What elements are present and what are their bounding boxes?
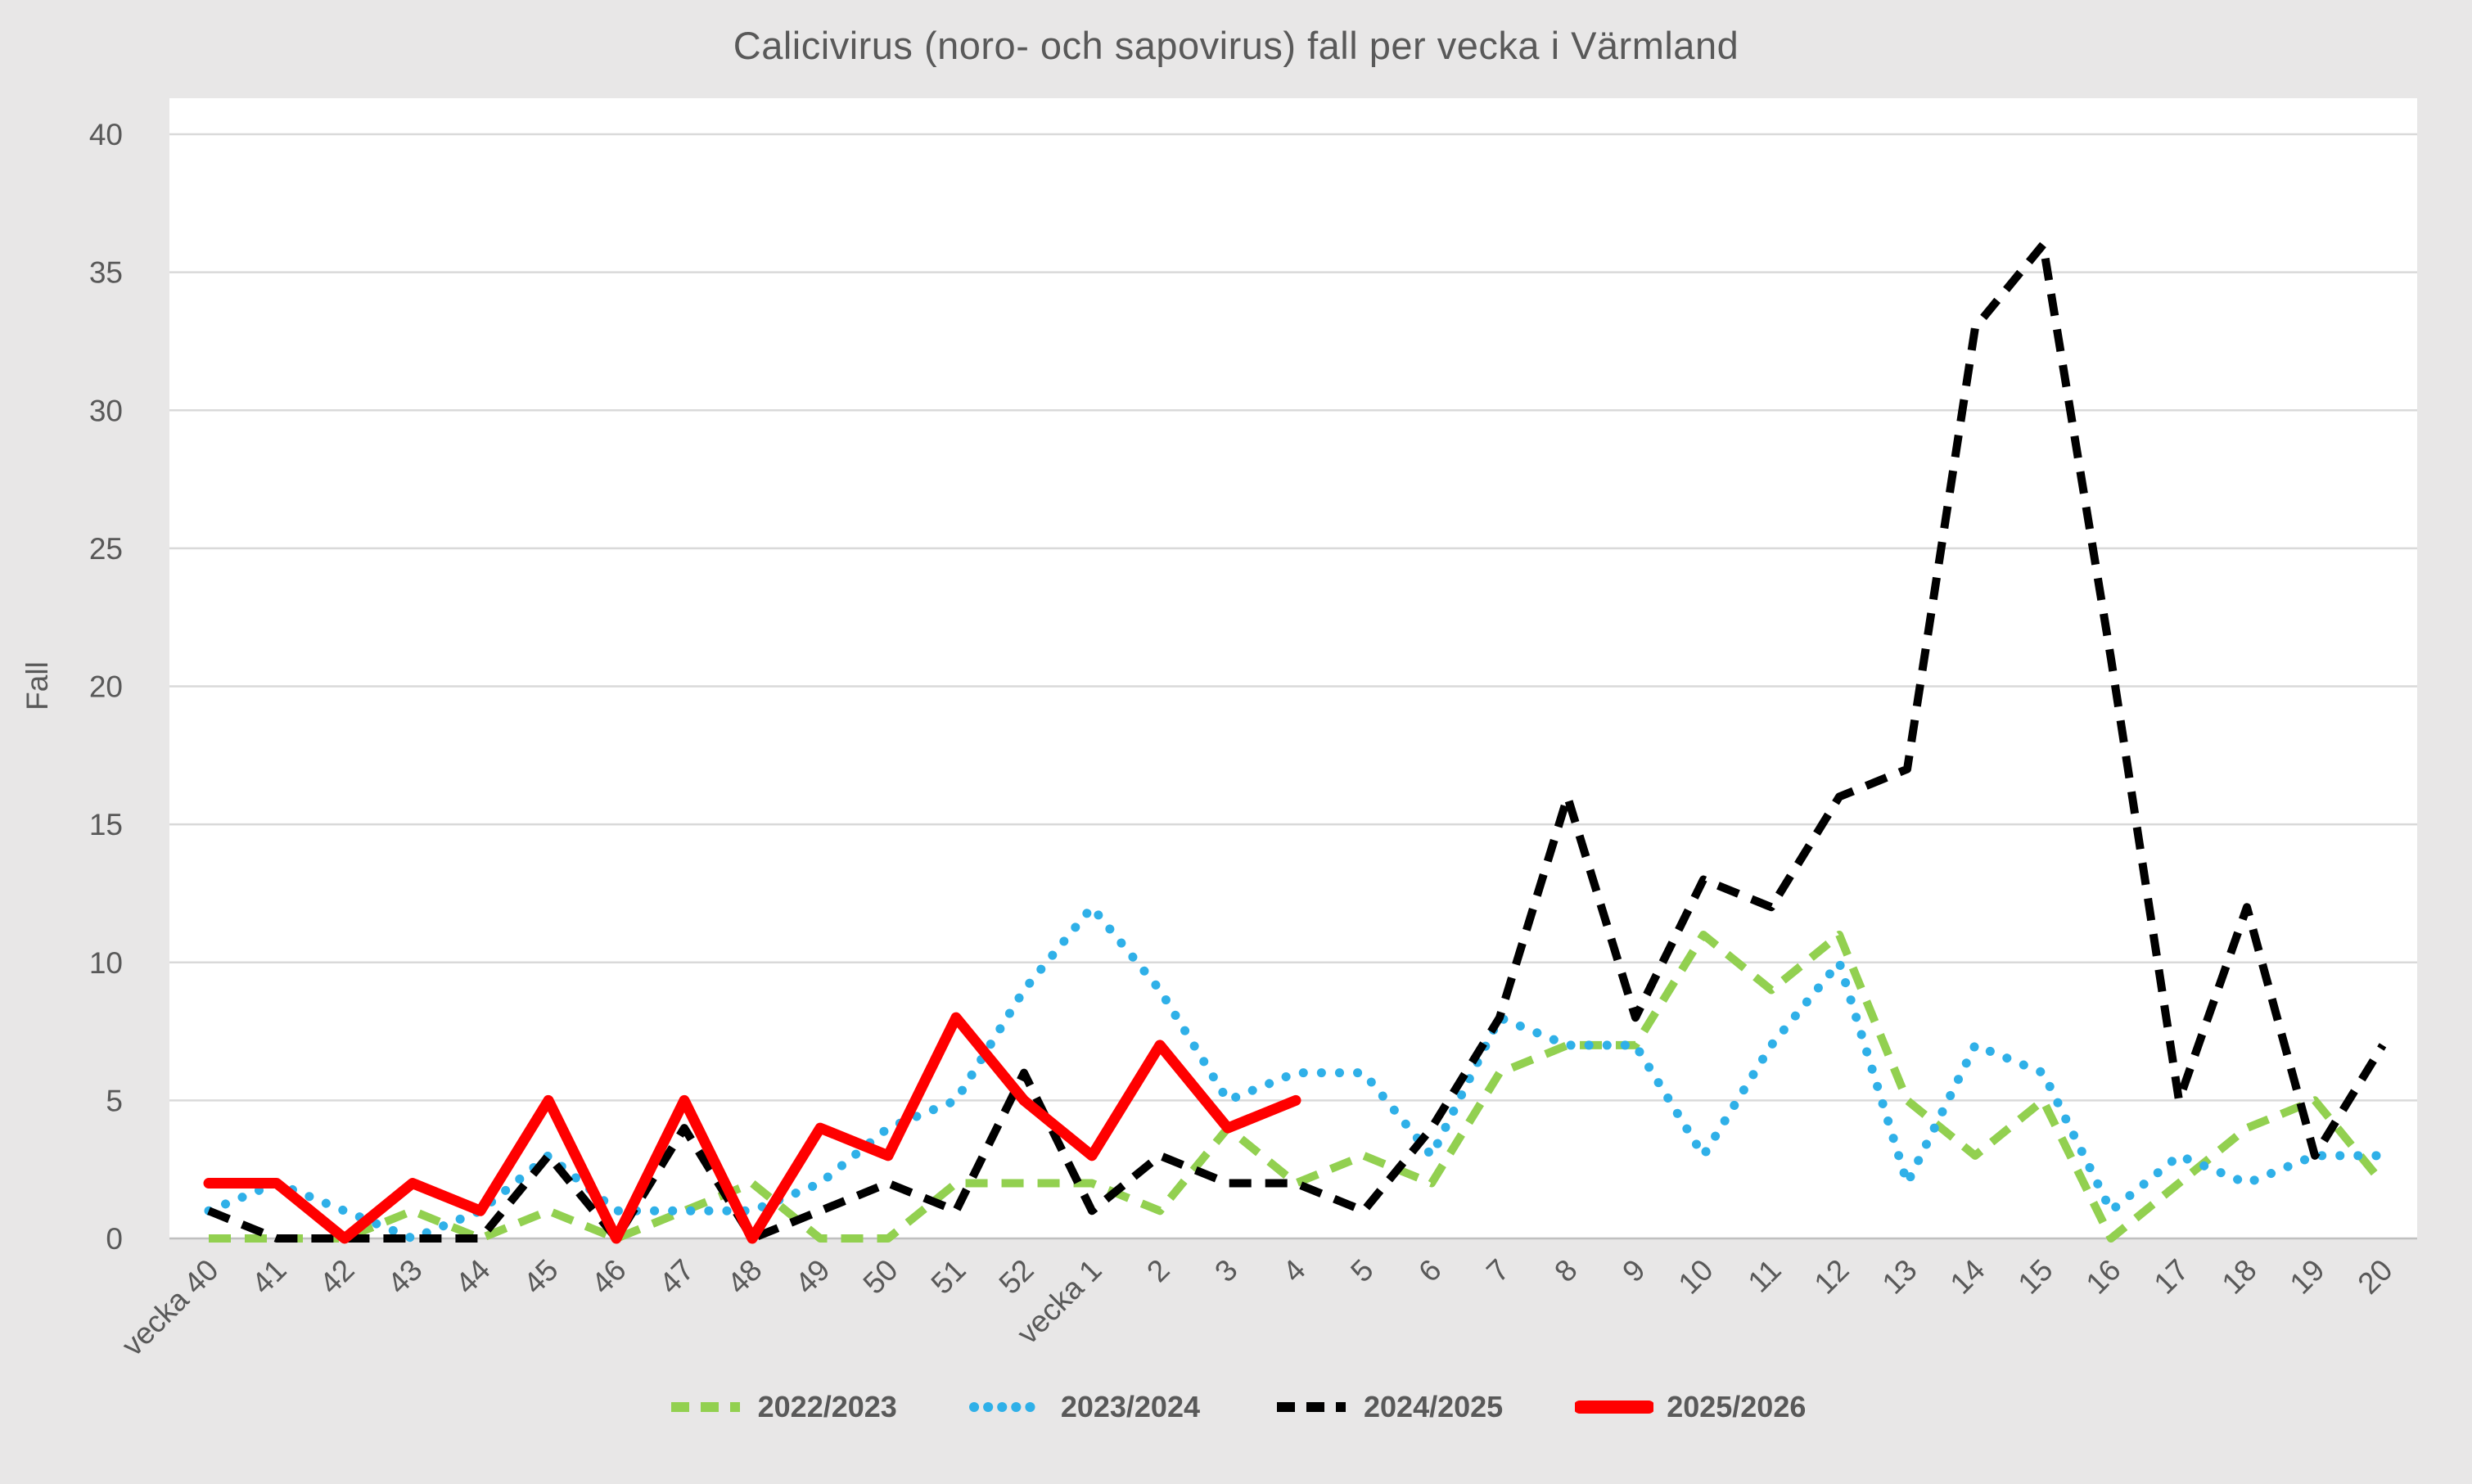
legend-item-2022-2023: 2022/2023 — [666, 1390, 897, 1424]
y-tick-label: 0 — [106, 1222, 123, 1256]
y-tick-label: 10 — [89, 946, 123, 980]
x-tick-label: 43 — [381, 1253, 429, 1301]
plot-area — [169, 98, 2417, 1238]
legend-label: 2023/2024 — [1060, 1390, 1200, 1423]
legend: 2022/2023 2023/2024 2024/2025 2025/2026 — [0, 1390, 2472, 1424]
series-line-2022-2023 — [209, 931, 2386, 1243]
x-tick-label: 44 — [449, 1253, 497, 1301]
legend-item-2023-2024: 2023/2024 — [968, 1390, 1200, 1424]
series-line-2025-2026 — [203, 1012, 1301, 1244]
y-axis-title: Fall — [20, 661, 54, 710]
x-tick-label: 7 — [1480, 1253, 1516, 1289]
legend-line-icon — [1575, 1401, 1654, 1414]
x-tick-label: 16 — [2080, 1253, 2127, 1301]
x-tick-label: vecka 40 — [115, 1253, 225, 1363]
legend-line-icon — [968, 1402, 1048, 1412]
y-tick-label: 40 — [89, 118, 123, 151]
x-tick-label: 2 — [1140, 1253, 1176, 1289]
x-tick-label: 12 — [1808, 1253, 1856, 1301]
series-line-2023-2024 — [204, 902, 2388, 1243]
x-tick-label: 8 — [1548, 1253, 1584, 1289]
x-tick-label: 45 — [517, 1253, 565, 1301]
y-tick-label: 25 — [89, 532, 123, 566]
x-tick-label: 17 — [2148, 1253, 2195, 1301]
y-tick-label: 15 — [89, 808, 123, 841]
x-tick-label: 3 — [1208, 1253, 1244, 1289]
x-tick-label: 52 — [993, 1253, 1040, 1301]
x-tick-label: 41 — [246, 1253, 293, 1301]
x-tick-label: 49 — [789, 1253, 837, 1301]
legend-item-2024-2025: 2024/2025 — [1272, 1390, 1503, 1424]
y-tick-label: 35 — [89, 256, 123, 290]
x-tick-label: 14 — [1944, 1253, 1992, 1301]
x-tick-label: 42 — [314, 1253, 361, 1301]
legend-label: 2025/2026 — [1667, 1390, 1807, 1423]
y-tick-label: 30 — [89, 394, 123, 427]
x-tick-label: 11 — [1741, 1253, 1787, 1299]
x-tick-label: 4 — [1276, 1253, 1312, 1289]
x-tick-label: 19 — [2284, 1253, 2331, 1301]
legend-item-2025-2026: 2025/2026 — [1575, 1390, 1806, 1424]
x-tick-label: 6 — [1412, 1253, 1448, 1289]
x-tick-label: 18 — [2216, 1253, 2263, 1301]
legend-line-icon — [670, 1402, 740, 1412]
legend-label: 2024/2025 — [1364, 1390, 1504, 1423]
x-tick-label: 9 — [1616, 1253, 1652, 1289]
x-tick-label: 47 — [653, 1253, 701, 1301]
x-tick-label: 48 — [721, 1253, 769, 1301]
x-tick-label: 13 — [1876, 1253, 1924, 1301]
chart-title: Calicivirus (noro- och sapovirus) fall p… — [733, 24, 1739, 67]
legend-label: 2022/2023 — [757, 1390, 897, 1423]
series-lines — [203, 240, 2388, 1244]
x-tick-label: 5 — [1344, 1253, 1380, 1289]
x-tick-label: 46 — [585, 1253, 633, 1301]
legend-line-icon — [1277, 1402, 1346, 1412]
x-tick-label: 15 — [2012, 1253, 2059, 1301]
x-tick-label: 51 — [925, 1253, 972, 1301]
x-tick-label: 10 — [1672, 1253, 1720, 1301]
y-tick-label: 5 — [106, 1084, 123, 1117]
x-tick-label: 20 — [2352, 1253, 2399, 1301]
y-axis-labels: 0 5 10 15 20 25 30 35 40 — [89, 118, 123, 1256]
y-tick-label: 20 — [89, 670, 123, 704]
x-tick-label: 50 — [857, 1253, 904, 1301]
